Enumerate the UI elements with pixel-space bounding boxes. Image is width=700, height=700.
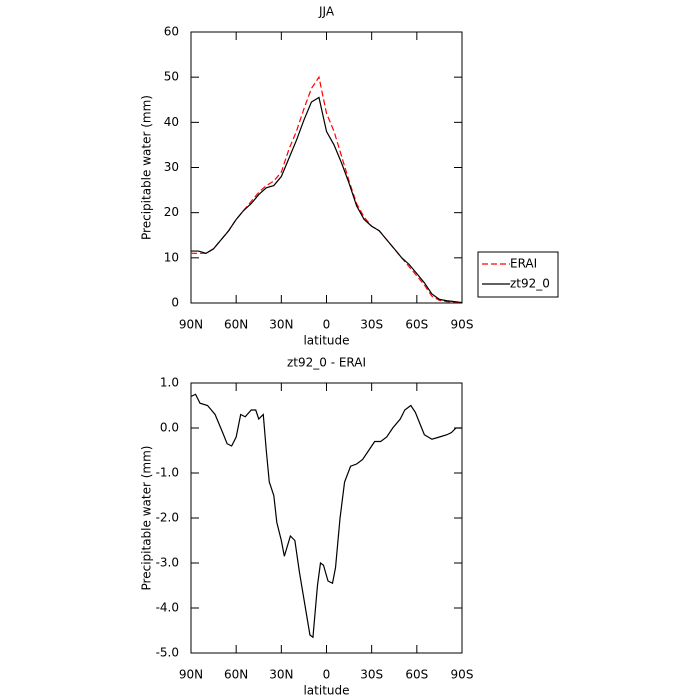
- chart-title: JJA: [318, 5, 335, 19]
- y-tick-label: 1.0: [160, 376, 179, 390]
- y-axis-label: Precipitable water (mm): [140, 95, 154, 240]
- x-tick-label: 30S: [360, 318, 383, 332]
- x-tick-label: 60N: [224, 318, 248, 332]
- y-tick-label: -1.0: [156, 466, 179, 480]
- x-tick-label: 30N: [269, 318, 293, 332]
- y-tick-label: -2.0: [156, 511, 179, 525]
- x-tick-label: 60N: [224, 668, 248, 682]
- series-line: [191, 75, 463, 304]
- y-axis-label: Precipitable water (mm): [140, 446, 154, 591]
- x-tick-label: 0: [323, 668, 331, 682]
- y-tick-label: -3.0: [156, 556, 179, 570]
- y-tick-label: -4.0: [156, 601, 179, 615]
- x-tick-label: 90S: [451, 318, 474, 332]
- legend-label: zt92_0: [510, 277, 550, 291]
- x-tick-label: 30N: [269, 668, 293, 682]
- chart-title: zt92_0 - ERAI: [287, 356, 366, 370]
- x-tick-label: 30S: [360, 668, 383, 682]
- y-tick-label: 0.0: [160, 421, 179, 435]
- series-line: [190, 393, 462, 639]
- y-tick-label: 40: [164, 115, 179, 129]
- x-tick-label: 90S: [451, 668, 474, 682]
- y-tick-label: 30: [164, 160, 179, 174]
- y-tick-label: 10: [164, 250, 179, 264]
- y-tick-label: 0: [171, 296, 179, 310]
- x-tick-label: 0: [323, 318, 331, 332]
- y-tick-label: 50: [164, 70, 179, 84]
- x-axis-label: latitude: [303, 334, 349, 348]
- x-tick-label: 90N: [179, 668, 203, 682]
- y-tick-label: -5.0: [156, 646, 179, 660]
- x-tick-label: 60S: [405, 318, 428, 332]
- y-tick-label: 60: [164, 25, 179, 39]
- plot-frame: [190, 382, 463, 654]
- x-axis-label: latitude: [303, 684, 349, 698]
- legend-box: [477, 251, 559, 298]
- x-tick-label: 60S: [405, 668, 428, 682]
- y-tick-label: 20: [164, 205, 179, 219]
- plot-frame: [190, 31, 463, 304]
- x-tick-label: 90N: [179, 318, 203, 332]
- series-line: [191, 96, 463, 304]
- legend-label: ERAI: [510, 257, 537, 271]
